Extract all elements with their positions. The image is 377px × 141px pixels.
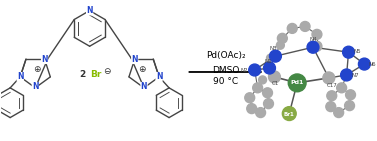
Circle shape: [245, 93, 255, 103]
Circle shape: [264, 62, 276, 74]
Text: 2: 2: [80, 70, 86, 80]
Circle shape: [270, 50, 281, 62]
Circle shape: [253, 83, 263, 93]
Text: N7: N7: [352, 73, 359, 78]
Text: N: N: [141, 82, 147, 91]
Text: N3: N3: [270, 46, 277, 51]
Circle shape: [249, 64, 261, 76]
Circle shape: [312, 41, 322, 51]
Circle shape: [341, 69, 352, 81]
Text: N: N: [17, 72, 23, 81]
Text: C17: C17: [326, 83, 337, 88]
Circle shape: [264, 99, 273, 109]
Circle shape: [345, 101, 354, 111]
Text: C1: C1: [272, 81, 279, 86]
Text: ⊕: ⊕: [138, 65, 146, 73]
Text: Pd(OAc)₂: Pd(OAc)₂: [206, 51, 246, 60]
Circle shape: [268, 71, 280, 83]
Circle shape: [326, 102, 336, 112]
Text: 90 °C: 90 °C: [213, 77, 239, 86]
Circle shape: [307, 41, 319, 53]
Circle shape: [288, 74, 306, 92]
Circle shape: [323, 72, 335, 84]
Text: N: N: [132, 55, 138, 64]
Circle shape: [276, 41, 284, 49]
Text: N2: N2: [241, 68, 248, 72]
Text: N5: N5: [354, 49, 361, 54]
Text: N1: N1: [265, 59, 272, 64]
Text: Br1: Br1: [284, 112, 295, 117]
Text: N: N: [32, 82, 38, 91]
Circle shape: [259, 76, 267, 84]
Circle shape: [312, 29, 322, 39]
Text: Pd1: Pd1: [291, 80, 304, 85]
Circle shape: [334, 108, 343, 118]
Circle shape: [256, 108, 265, 118]
Circle shape: [327, 91, 337, 101]
Circle shape: [287, 23, 297, 33]
Circle shape: [263, 88, 273, 98]
Text: ⊖: ⊖: [103, 68, 110, 76]
Circle shape: [282, 107, 296, 121]
Text: N: N: [156, 72, 162, 81]
Circle shape: [346, 90, 356, 100]
Text: Br: Br: [90, 70, 101, 80]
Circle shape: [267, 54, 274, 62]
Text: ⊕: ⊕: [34, 65, 41, 73]
Text: DMSO: DMSO: [212, 66, 240, 74]
Circle shape: [337, 83, 346, 93]
Circle shape: [359, 58, 370, 70]
Circle shape: [247, 104, 257, 114]
Circle shape: [300, 21, 310, 31]
Circle shape: [343, 46, 354, 58]
Text: N4: N4: [309, 37, 317, 42]
Circle shape: [277, 33, 287, 43]
Text: N6: N6: [368, 62, 376, 67]
Text: N: N: [86, 6, 93, 15]
Text: N: N: [41, 55, 48, 64]
